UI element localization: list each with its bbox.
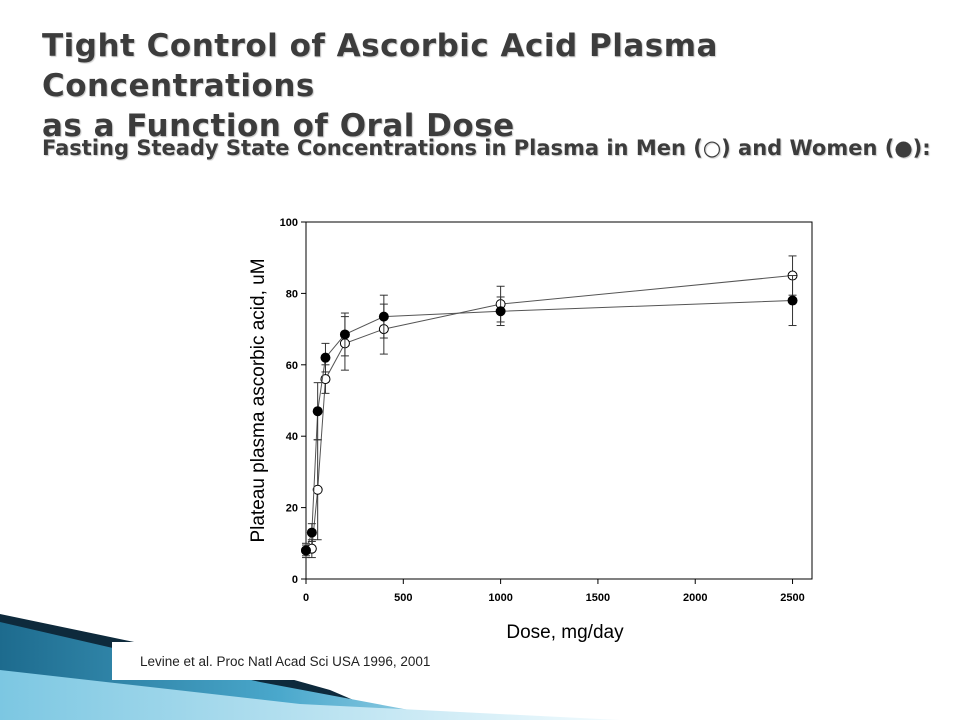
x-tick-label: 0	[303, 592, 309, 604]
y-tick-label: 40	[286, 431, 298, 443]
x-tick-label: 1000	[488, 592, 512, 604]
data-point-women	[320, 352, 331, 363]
slide-title: Tight Control of Ascorbic Acid Plasma Co…	[42, 26, 922, 146]
slide-subtitle: Fasting Steady State Concentrations in P…	[42, 136, 931, 160]
y-tick-label: 60	[286, 360, 298, 372]
data-point-women	[301, 545, 311, 556]
slide-title-line-1: Tight Control of Ascorbic Acid Plasma Co…	[42, 28, 718, 104]
data-point-women	[495, 306, 506, 317]
series-line-women	[305, 300, 793, 551]
data-point-women	[787, 295, 798, 306]
data-point-men	[312, 484, 323, 495]
citation-box: Levine et al. Proc Natl Acad Sci USA 199…	[112, 642, 482, 680]
x-tick-label: 500	[394, 592, 412, 604]
data-point-women	[306, 527, 317, 538]
plot-frame	[305, 221, 813, 580]
data-point-women	[312, 406, 323, 417]
data-point-women	[378, 311, 389, 322]
series-line-men	[305, 275, 793, 551]
x-tick-label: 2500	[780, 592, 804, 604]
x-tick-label: 2000	[683, 592, 707, 604]
data-point-women	[339, 329, 350, 340]
slide-title-line-2: as a Function of Oral Dose	[42, 108, 515, 144]
data-point-men	[320, 374, 331, 385]
x-axis-label: Dose, mg/day	[506, 622, 624, 643]
wave-band-light	[0, 670, 620, 720]
x-tick-label: 1500	[586, 592, 610, 604]
y-tick-label: 100	[280, 217, 298, 229]
y-tick-label: 0	[292, 574, 298, 586]
citation-text: Levine et al. Proc Natl Acad Sci USA 199…	[140, 654, 431, 669]
y-tick-label: 80	[286, 288, 298, 300]
y-tick-label: 20	[286, 503, 298, 515]
y-axis-label: Plateau plasma ascorbic acid, uM	[248, 258, 269, 542]
